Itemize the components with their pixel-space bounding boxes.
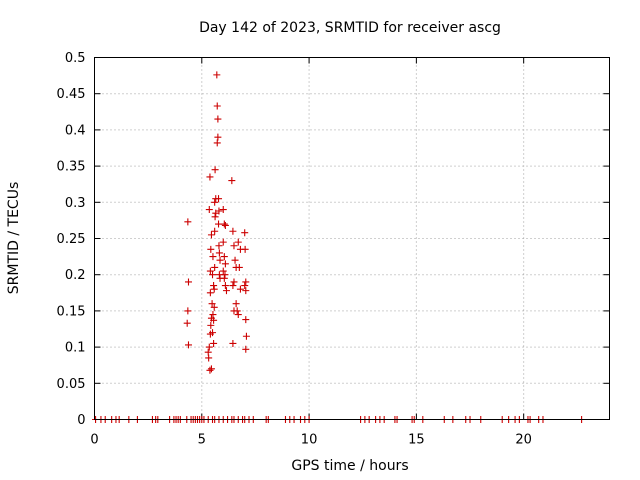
- data-point: [215, 249, 223, 257]
- data-point: [206, 289, 214, 297]
- data-point: [230, 242, 238, 250]
- data-point: [214, 115, 222, 123]
- data-point: [221, 271, 229, 279]
- data-point: [219, 238, 227, 246]
- data-point: [213, 102, 221, 110]
- data-point: [242, 316, 250, 324]
- data-point: [215, 242, 223, 250]
- data-point: [215, 207, 223, 215]
- y-tick-label: 0.1: [65, 341, 86, 356]
- data-point: [210, 339, 218, 347]
- data-point: [241, 282, 249, 290]
- chart-title: Day 142 of 2023, SRMTID for receiver asc…: [199, 20, 501, 36]
- data-point: [207, 231, 215, 239]
- data-point: [233, 307, 241, 315]
- data-point: [207, 365, 215, 373]
- data-point: [207, 321, 215, 329]
- plot-frame: [94, 57, 610, 420]
- data-point: [205, 206, 213, 214]
- x-tick-label: 5: [198, 433, 206, 448]
- data-point: [184, 278, 192, 286]
- data-point: [184, 341, 192, 349]
- data-point: [229, 227, 237, 235]
- x-tick-label: 0: [90, 433, 98, 448]
- data-point: [229, 339, 237, 347]
- data-point: [211, 166, 219, 174]
- y-tick-label: 0.2: [65, 268, 86, 283]
- grid-lines: [94, 57, 610, 420]
- tick-labels: 0 0.05 0.1 0.15 0.2 0.25 0.3 0.35 0.4 0.45 0.5 0 5 10…: [57, 51, 532, 448]
- data-point: [242, 345, 250, 353]
- y-tick-label: 0.3: [65, 196, 86, 211]
- y-tick-label: 0.4: [65, 123, 86, 138]
- data-point: [209, 311, 217, 319]
- data-point: [220, 220, 228, 228]
- data-point: [206, 267, 214, 275]
- data-point: [205, 354, 213, 362]
- data-point: [236, 285, 244, 293]
- data-point: [184, 218, 192, 226]
- data-point: [228, 177, 236, 185]
- data-point: [215, 195, 223, 203]
- data-point: [241, 245, 249, 253]
- data-point: [222, 287, 230, 295]
- data-point: [213, 139, 221, 147]
- data-point: [213, 71, 221, 79]
- data-point: [206, 173, 214, 181]
- data-point: [214, 133, 222, 141]
- data-point: [209, 271, 217, 279]
- y-tick-label: 0.05: [57, 377, 86, 392]
- data-point: [241, 229, 249, 237]
- data-point: [205, 343, 213, 351]
- data-point: [211, 263, 219, 271]
- data-point: [221, 260, 229, 268]
- data-point: [220, 274, 228, 282]
- data-point: [219, 267, 227, 275]
- data-point: [229, 282, 237, 290]
- data-point: [242, 287, 250, 295]
- data-point: [210, 285, 218, 293]
- data-point: [210, 316, 218, 324]
- data-point: [209, 329, 217, 337]
- x-tick-label: 10: [301, 433, 318, 448]
- data-point: [242, 332, 250, 340]
- y-tick-label: 0.45: [57, 87, 86, 102]
- data-point: [219, 206, 227, 214]
- y-tick-label: 0.15: [57, 304, 86, 319]
- data-point: [209, 253, 217, 261]
- data-point: [231, 256, 239, 264]
- data-point: [183, 319, 191, 327]
- data-point: [210, 303, 218, 311]
- data-point: [210, 282, 218, 290]
- data-point: [211, 213, 219, 221]
- data-point: [235, 263, 243, 271]
- x-tick-label: 20: [515, 433, 532, 448]
- y-tick-label: 0.25: [57, 232, 86, 247]
- data-point: [216, 256, 224, 264]
- data-point: [207, 245, 215, 253]
- data-point: [208, 300, 216, 308]
- y-tick-label: 0: [77, 413, 85, 428]
- data-point: [220, 253, 228, 261]
- data-point: [242, 278, 250, 286]
- y-tick-label: 0.35: [57, 160, 86, 175]
- data-point: [221, 221, 229, 229]
- y-tick-label: 0.5: [65, 51, 86, 66]
- data-point: [211, 198, 219, 206]
- data-point: [206, 366, 214, 374]
- y-axis-title: SRMTID / TECUs: [6, 182, 22, 295]
- data-point: [211, 227, 219, 235]
- data-point: [232, 300, 240, 308]
- data-point: [184, 307, 192, 315]
- x-axis-title: GPS time / hours: [291, 458, 408, 474]
- data-point: [230, 278, 238, 286]
- data-point: [221, 282, 229, 290]
- data-point: [234, 238, 242, 246]
- data-point: [234, 311, 242, 319]
- x-tick-label: 15: [408, 433, 425, 448]
